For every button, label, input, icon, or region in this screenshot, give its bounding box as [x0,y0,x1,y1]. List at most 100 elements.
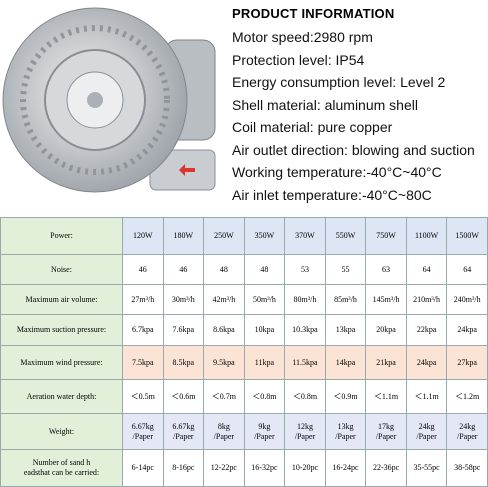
cell: 8.5kpa [162,345,205,380]
cell: ＜0.9m [324,379,367,414]
row-label: Noise: [0,254,123,285]
cell: 750W [365,217,407,255]
table-row: Weight: 6.67kg /Paper 6.67kg /Paper 8kg /Pa… [0,413,488,450]
cell: 240m³/h [446,284,488,315]
cell: ＜1.1m [405,379,448,414]
cell: 180W [162,217,205,255]
row-label: Maximum suction pressure: [0,314,123,346]
cell: ＜0.6m [162,379,205,414]
cell: 145m³/h [365,284,407,315]
cell: 6.67kg /Paper [162,413,205,450]
cell: 80m³/h [284,284,326,315]
cell: 64 [446,254,488,285]
cell: 50m³/h [243,284,286,315]
spec-line: Working temperature:-40°C~40°C [232,164,442,180]
cell: 7.5kpa [122,345,164,380]
cell: 9kg /Paper [243,413,286,450]
cell: 20kpa [365,314,407,346]
cell: 24kg /Paper [405,413,448,450]
cell: 550W [324,217,367,255]
cell: ＜1.2m [446,379,488,414]
cell: 24kpa [446,314,488,346]
spec-table: Power: 120W 180W 250W 350W 370W 550W 750W 1100W 1… [0,217,488,487]
cell: ＜0.8m [243,379,286,414]
cell: 64 [405,254,448,285]
spec-line: Shell material: aluminum shell [232,96,418,113]
cell: 1100W [405,217,448,255]
cell: 11kpa [243,345,286,380]
spec-line: Motor speed:2980 rpm [232,29,373,45]
cell: 27kpa [446,345,488,380]
blower-image [2,7,216,193]
cell: 35-55pc [405,449,448,487]
table-row: Maximum suction pressure: 6.7kpa 7.6kpa 8.6… [0,314,488,346]
cell: 8.6kpa [203,314,245,346]
spec-line: Coil material: pure copper [232,119,393,135]
row-label: Maximum air volume: [0,284,123,315]
cell: 27m³/h [122,284,164,315]
cell: 10kpa [243,314,286,346]
cell: 7.6kpa [162,314,205,346]
cell: 10-20pc [284,449,326,487]
cell: 16-24pc [324,449,367,487]
cell: ＜1.1m [365,379,407,414]
cell: ＜0.5m [122,379,164,414]
table-row: Maximum air volume: 27m³/h 30m³/h 42m³/h 50m… [0,284,488,315]
cell: 13kpa [324,314,367,346]
cell: 24kg /Paper [446,413,488,450]
cell: 48 [203,254,245,285]
cell: ＜0.7m [203,379,245,414]
row-label: Maximum wind pressure: [0,345,123,380]
product-header: PRODUCT INFORMATION Motor speed:2980 rpm… [0,0,488,217]
title: PRODUCT INFORMATION [232,6,395,21]
cell: 6-14pc [122,449,164,487]
row-label: Power: [0,217,123,255]
cell: 1500W [446,217,488,255]
spec-line: Air outlet direction: blowing and suctio… [232,141,475,158]
cell: 53 [284,254,326,285]
table-row: Power: 120W 180W 250W 350W 370W 550W 750W 1100W 1… [0,217,488,255]
table-row: Number of sand h eadsthat can be carried… [0,449,488,487]
cell: 12-22pc [203,449,245,487]
cell: 6.7kpa [122,314,164,346]
cell: 17kg /Paper [365,413,407,450]
cell: 85m³/h [324,284,367,315]
cell: 9.5kpa [203,345,245,380]
row-label: Number of sand h eadsthat can be carried… [0,449,123,487]
cell: 210m³/h [405,284,448,315]
cell: 22-36pc [365,449,407,487]
cell: 22kpa [405,314,448,346]
table-row: Noise: 46 46 48 48 53 55 63 64 64 [0,254,488,285]
cell: 24kpa [405,345,448,380]
row-label: Aeration water depth: [0,379,123,414]
cell: 42m³/h [203,284,245,315]
cell: 46 [122,254,164,285]
cell: 13kg /Paper [324,413,367,450]
cell: 350W [243,217,286,255]
row-label: Weight: [0,413,123,450]
cell: 8kg /Paper [203,413,245,450]
cell: 48 [243,254,286,285]
table-row: Aeration water depth: ＜0.5m ＜0.6m ＜0.7m ＜0.8… [0,379,488,414]
cell: 21kpa [365,345,407,380]
spec-line: Protection level: IP54 [232,51,365,68]
cell: 8-16pc [162,449,205,487]
spec-line: Energy consumption level: Level 2 [232,74,446,90]
cell: 250W [203,217,245,255]
cell: 55 [324,254,367,285]
cell: 370W [284,217,326,255]
cell: 11.5kpa [284,345,326,380]
cell: 30m³/h [162,284,205,315]
cell: 12kg /Paper [284,413,326,450]
cell: 46 [162,254,205,285]
cell: 16-32pc [243,449,286,487]
spec-line: Air inlet temperature:-40°C~80C [232,186,432,203]
cell: 63 [365,254,407,285]
cell: 120W [122,217,164,255]
table-row: Maximum wind pressure: 7.5kpa 8.5kpa 9.5kpa… [0,345,488,380]
cell: 38-58pc [446,449,488,487]
cell: 10.3kpa [284,314,326,346]
cell: ＜0.8m [284,379,326,414]
cell: 6.67kg /Paper [122,413,164,450]
